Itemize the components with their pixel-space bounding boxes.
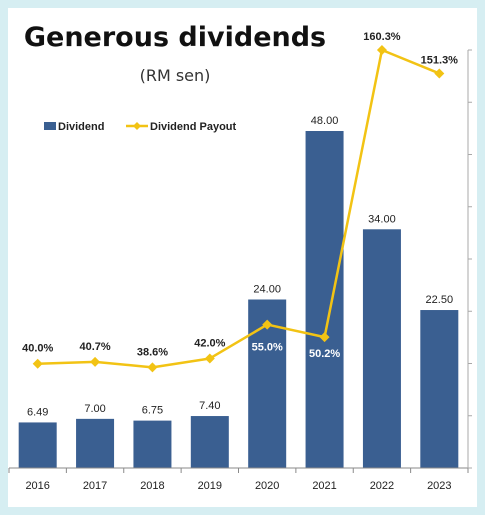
payout-marker-2022 xyxy=(376,45,387,55)
bar-label-2023: 22.50 xyxy=(426,294,454,306)
x-tick-label-2019: 2019 xyxy=(198,480,222,492)
x-tick-label-2017: 2017 xyxy=(83,480,107,492)
bar-label-2019: 7.40 xyxy=(199,400,220,412)
bar-2017 xyxy=(76,418,115,468)
bar-2016 xyxy=(18,422,57,468)
bar-label-2020: 24.00 xyxy=(253,284,281,296)
chart-legend: Dividend Dividend Payout xyxy=(44,121,237,133)
bar-label-2022: 34.00 xyxy=(368,213,396,225)
bar-2023 xyxy=(420,310,459,468)
payout-marker-2018 xyxy=(147,362,158,373)
bar-series: 6.49 7.00 6.75 7.40 24.00 48.00 34.00 22.50 xyxy=(18,115,459,468)
payout-marker-2023 xyxy=(434,68,445,79)
payout-marker-2019 xyxy=(204,353,215,364)
bar-2021 xyxy=(305,131,344,468)
bar-2018 xyxy=(133,420,172,468)
x-tick-label-2020: 2020 xyxy=(255,480,279,492)
x-tick-label-2022: 2022 xyxy=(370,480,394,492)
bar-2019 xyxy=(190,416,229,468)
bar-label-2021: 48.00 xyxy=(311,115,339,127)
bar-label-2018: 6.75 xyxy=(142,405,163,417)
bar-2022 xyxy=(362,229,401,468)
bar-label-2017: 7.00 xyxy=(84,403,105,415)
bar-label-2016: 6.49 xyxy=(27,406,48,418)
payout-label-2019: 42.0% xyxy=(194,337,225,349)
chart-subtitle: (RM sen) xyxy=(139,66,211,85)
legend-label-payout: Dividend Payout xyxy=(150,121,237,133)
payout-label-2022: 160.3% xyxy=(363,31,401,43)
x-tick-label-2018: 2018 xyxy=(140,480,164,492)
payout-marker-2021 xyxy=(319,332,330,343)
x-axis: 2016 2017 2018 2019 2020 2021 2022 2023 xyxy=(8,467,469,492)
payout-label-2020: 55.0% xyxy=(252,342,283,354)
payout-label-2017: 40.7% xyxy=(79,341,110,353)
payout-label-2023: 151.3% xyxy=(421,54,459,66)
x-tick-label-2021: 2021 xyxy=(312,480,336,492)
x-tick-label-2016: 2016 xyxy=(25,480,49,492)
legend-swatch-dividend xyxy=(44,122,56,130)
line-series: 40.0% 40.7% 38.6% 42.0% 55.0% 50.2% 160.3% 151.… xyxy=(22,31,459,373)
right-axis xyxy=(467,49,472,469)
payout-label-2016: 40.0% xyxy=(22,343,53,355)
payout-marker-2016 xyxy=(32,358,43,369)
payout-marker-2020 xyxy=(262,319,273,330)
chart-title: Generous dividends xyxy=(23,22,327,53)
payout-label-2018: 38.6% xyxy=(137,346,168,358)
legend-label-dividend: Dividend xyxy=(58,121,104,133)
payout-label-2021: 50.2% xyxy=(309,348,340,360)
payout-line xyxy=(37,48,440,369)
legend-marker-payout xyxy=(133,122,141,130)
payout-marker-2017 xyxy=(90,356,101,367)
x-tick-label-2023: 2023 xyxy=(427,480,451,492)
